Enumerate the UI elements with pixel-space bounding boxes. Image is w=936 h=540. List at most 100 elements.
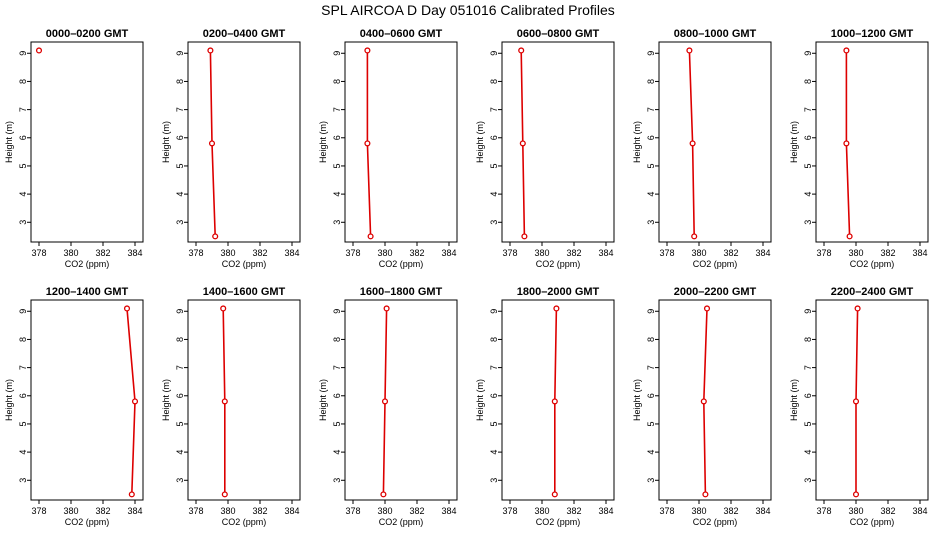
profile-point	[700, 398, 707, 405]
plot-frame	[658, 299, 772, 501]
panel-title: 1800–2000 GMT	[517, 286, 600, 298]
y-tick-label: 8	[332, 337, 342, 342]
y-tick-label: 3	[803, 478, 813, 483]
y-tick-label: 6	[175, 393, 185, 398]
y-tick-label: 5	[489, 421, 499, 426]
y-tick-label: 8	[175, 79, 185, 84]
profile-point	[128, 491, 135, 498]
y-tick-label: 7	[175, 107, 185, 112]
y-tick-label: 6	[803, 393, 813, 398]
y-tick-label: 4	[646, 192, 656, 197]
x-tick-label: 384	[284, 248, 299, 258]
x-axis-label: CO2 (ppm)	[379, 517, 424, 527]
y-tick-label: 5	[18, 421, 28, 426]
y-tick-label: 9	[18, 309, 28, 314]
y-tick-label: 3	[489, 478, 499, 483]
panel-title: 0600–0800 GMT	[517, 28, 600, 40]
y-tick-label: 5	[803, 163, 813, 168]
y-tick-label: 4	[489, 450, 499, 455]
y-tick-label: 3	[332, 220, 342, 225]
profile-point	[702, 491, 709, 498]
profile-point	[551, 398, 558, 405]
y-tick-label: 6	[18, 135, 28, 140]
y-tick-label: 5	[332, 163, 342, 168]
x-tick-label: 384	[912, 248, 927, 258]
y-tick-label: 6	[646, 135, 656, 140]
panel-title: 0000–0200 GMT	[46, 28, 129, 40]
x-axis-label: CO2 (ppm)	[850, 259, 895, 269]
y-tick-label: 8	[18, 79, 28, 84]
plot-frame	[344, 41, 458, 243]
y-tick-label: 5	[332, 421, 342, 426]
x-tick-label: 380	[691, 506, 706, 516]
y-tick-label: 7	[18, 107, 28, 112]
profile-point	[221, 491, 228, 498]
x-tick-label: 378	[188, 248, 203, 258]
x-tick-label: 380	[220, 506, 235, 516]
y-tick-label: 3	[489, 220, 499, 225]
x-axis-label: CO2 (ppm)	[693, 517, 738, 527]
y-tick-label: 5	[18, 163, 28, 168]
x-tick-label: 382	[95, 506, 110, 516]
profile-point	[521, 233, 528, 240]
panel-10: 1800–2000 GMT 378 380 382 384 CO2 (ppm) 3 4 5 6 7 8…	[475, 286, 615, 527]
y-tick-label: 6	[489, 135, 499, 140]
x-tick-label: 382	[880, 248, 895, 258]
y-tick-label: 7	[332, 107, 342, 112]
x-tick-label: 382	[409, 248, 424, 258]
y-tick-label: 6	[18, 393, 28, 398]
profile-point	[846, 233, 853, 240]
plot-frame	[815, 41, 929, 243]
y-axis-label: Height (m)	[161, 379, 171, 421]
y-tick-label: 7	[803, 107, 813, 112]
plot-frame	[187, 299, 301, 501]
profile-point	[852, 491, 860, 498]
x-tick-label: 382	[95, 248, 110, 258]
x-tick-label: 380	[63, 248, 78, 258]
y-tick-label: 3	[175, 478, 185, 483]
profile-point	[212, 233, 219, 240]
y-tick-label: 9	[18, 51, 28, 56]
y-axis-label: Height (m)	[318, 121, 328, 163]
y-tick-label: 6	[489, 393, 499, 398]
panel-6: 1000–1200 GMT 378 380 382 384 CO2 (ppm) 3 4 5 6 7 8…	[789, 28, 929, 269]
x-tick-label: 380	[534, 248, 549, 258]
x-axis-label: CO2 (ppm)	[536, 259, 581, 269]
x-tick-label: 382	[723, 506, 738, 516]
x-tick-label: 378	[345, 506, 360, 516]
y-axis-label: Height (m)	[318, 379, 328, 421]
y-tick-label: 4	[175, 450, 185, 455]
profile-point	[691, 233, 698, 240]
plot-frame	[815, 299, 929, 501]
figure-title: SPL AIRCOA D Day 051016 Calibrated Profi…	[321, 2, 615, 18]
y-tick-label: 7	[803, 365, 813, 370]
y-tick-label: 7	[646, 107, 656, 112]
profile-point	[380, 491, 387, 498]
x-tick-label: 380	[220, 248, 235, 258]
y-tick-label: 8	[646, 337, 656, 342]
y-tick-label: 7	[489, 365, 499, 370]
panel-title: 2200–2400 GMT	[831, 286, 914, 298]
y-tick-label: 9	[803, 309, 813, 314]
y-tick-label: 3	[646, 220, 656, 225]
panel-title: 2000–2200 GMT	[674, 286, 757, 298]
panel-7: 1200–1400 GMT 378 380 382 384 CO2 (ppm) 3 4 5 6 7 8…	[4, 286, 144, 527]
y-axis-label: Height (m)	[475, 121, 485, 163]
y-tick-label: 3	[646, 478, 656, 483]
panel-title: 0800–1000 GMT	[674, 28, 757, 40]
panel-2: 0200–0400 GMT 378 380 382 384 CO2 (ppm) 3 4 5 6 7 8…	[161, 28, 301, 269]
x-tick-label: 378	[502, 506, 517, 516]
x-axis-label: CO2 (ppm)	[536, 517, 581, 527]
x-tick-label: 384	[284, 506, 299, 516]
x-axis-label: CO2 (ppm)	[379, 259, 424, 269]
plot-frame	[30, 41, 144, 243]
x-tick-label: 378	[659, 506, 674, 516]
plot-frame	[344, 299, 458, 501]
y-tick-label: 8	[803, 79, 813, 84]
x-tick-label: 382	[252, 506, 267, 516]
panel-4: 0600–0800 GMT 378 380 382 384 CO2 (ppm) 3 4 5 6 7 8…	[475, 28, 615, 269]
panel-1: 0000–0200 GMT 378 380 382 384 CO2 (ppm) 3 4 5 6 7 8…	[4, 28, 144, 269]
y-tick-label: 6	[332, 393, 342, 398]
x-tick-label: 382	[566, 248, 581, 258]
